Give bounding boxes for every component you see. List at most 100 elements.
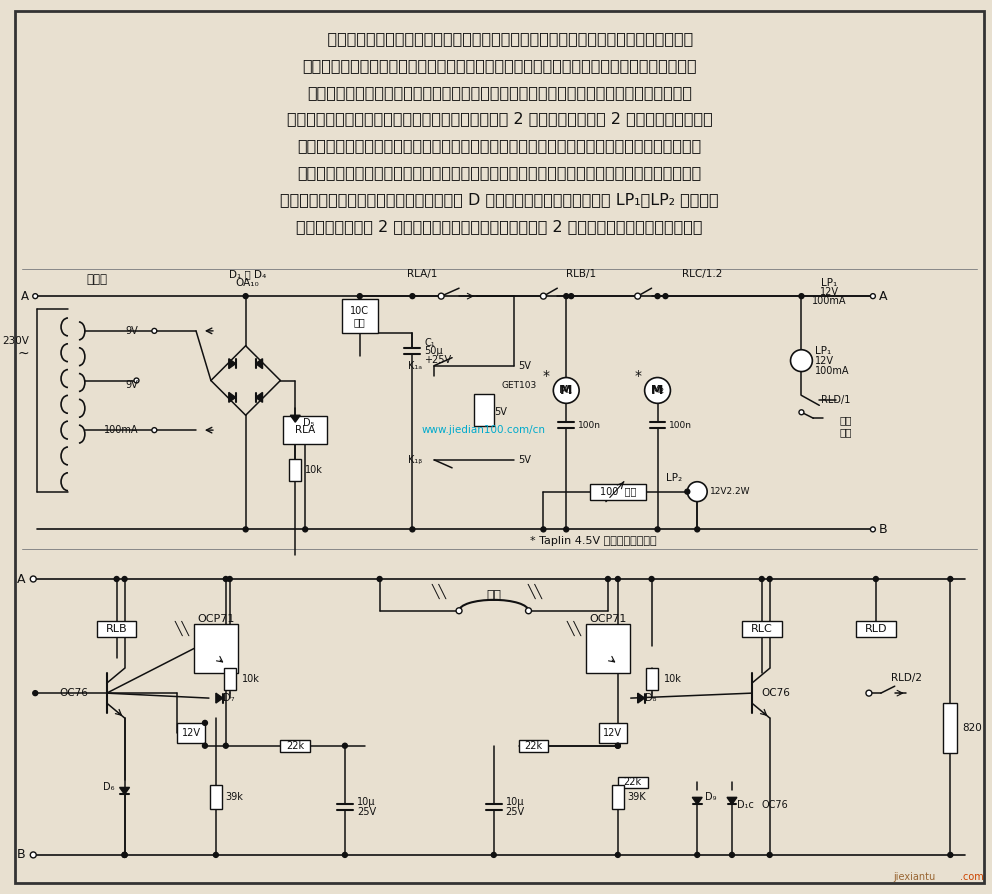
Polygon shape [692, 797, 702, 805]
Text: 9V: 9V [126, 381, 139, 391]
Circle shape [122, 577, 127, 581]
Circle shape [947, 577, 952, 581]
Circle shape [31, 852, 37, 858]
Text: 10k: 10k [664, 674, 682, 684]
Text: 230V: 230V [2, 336, 30, 346]
Text: 22k: 22k [287, 741, 305, 751]
Circle shape [649, 577, 654, 581]
Text: GET103: GET103 [502, 381, 537, 390]
Circle shape [357, 293, 362, 299]
Circle shape [202, 721, 207, 725]
Text: OCP71: OCP71 [197, 613, 234, 624]
Polygon shape [120, 788, 130, 795]
Text: A: A [879, 290, 888, 303]
Circle shape [687, 482, 707, 502]
Bar [290, 459, 302, 481]
Circle shape [122, 853, 127, 857]
Text: RLB/1: RLB/1 [566, 269, 596, 279]
Text: 25V: 25V [357, 807, 376, 817]
Text: 转，于是汽车往后退、拐弯、再沿新方向前进。如果车头的一边被碕了一下，另一侧的电动机就: 转，于是汽车往后退、拐弯、再沿新方向前进。如果车头的一边被碕了一下，另一侧的电动… [298, 139, 702, 154]
Bar [586, 624, 630, 673]
Text: RLB: RLB [106, 624, 127, 634]
Text: D₅: D₅ [304, 418, 314, 428]
Text: M₂: M₂ [651, 385, 665, 395]
Bar [618, 777, 648, 789]
Text: 100mA: 100mA [815, 366, 850, 375]
Text: 10k: 10k [306, 465, 323, 475]
Circle shape [870, 293, 875, 299]
Text: 充电器: 充电器 [86, 273, 107, 286]
Text: OC76: OC76 [762, 688, 791, 698]
Bar [599, 723, 627, 743]
Text: 25V: 25V [506, 807, 525, 817]
Circle shape [526, 608, 532, 614]
Circle shape [645, 377, 671, 403]
Text: 12V2.2W: 12V2.2W [710, 487, 751, 496]
Text: RLA: RLA [295, 426, 315, 435]
Circle shape [568, 293, 573, 299]
Circle shape [767, 853, 772, 857]
Text: 它一直铺到带插座的充电器那里。当继电器 D 发现电池电压太低时，它就使 LP₁，LP₂ 通电，照: 它一直铺到带插座的充电器那里。当继电器 D 发现电池电压太低时，它就使 LP₁，… [281, 192, 719, 207]
Circle shape [615, 577, 620, 581]
Circle shape [227, 577, 232, 581]
Text: 反方向旋转，于是汽车扭一下头，自动避开。为了使汽车能够自动充电，在地板上铺一条白带，: 反方向旋转，于是汽车扭一下头，自动避开。为了使汽车能够自动充电，在地板上铺一条白… [298, 165, 702, 180]
Bar [590, 484, 646, 500]
Text: OC76: OC76 [762, 800, 789, 810]
Text: RLD/2: RLD/2 [891, 673, 922, 683]
Circle shape [303, 527, 308, 532]
Text: 12V: 12V [603, 728, 622, 738]
Text: RLC/1.2: RLC/1.2 [682, 269, 722, 279]
Polygon shape [256, 392, 263, 402]
Text: 12V: 12V [819, 287, 838, 297]
Bar [612, 786, 624, 809]
Text: 10μ: 10μ [357, 797, 375, 807]
Circle shape [799, 293, 804, 299]
Polygon shape [727, 797, 737, 805]
Text: 探头: 探头 [839, 415, 852, 426]
Bar [178, 723, 205, 743]
Text: ╲╲: ╲╲ [175, 621, 189, 637]
Polygon shape [256, 358, 263, 368]
Text: D₉: D₉ [705, 792, 716, 802]
Text: D₇: D₇ [223, 693, 234, 703]
Bar [943, 703, 957, 753]
Bar [342, 299, 378, 333]
Circle shape [605, 577, 610, 581]
Text: RLC: RLC [751, 624, 773, 634]
Bar [97, 620, 137, 637]
Text: A: A [21, 290, 30, 303]
Text: 9V: 9V [126, 326, 139, 336]
Text: K₁ᵦ: K₁ᵦ [408, 455, 423, 465]
Circle shape [243, 293, 248, 299]
Circle shape [635, 293, 641, 299]
Text: 转、自动归位的车档。当车头碕到阔碍物时，车档的 2 个触点闭合，使得 2 个电动机都反方向旋: 转、自动归位的车档。当车头碕到阔碍物时，车档的 2 个触点闭合，使得 2 个电动… [287, 112, 712, 127]
Polygon shape [638, 693, 645, 703]
Text: D₁c: D₁c [737, 800, 754, 810]
Text: 12V: 12V [815, 356, 834, 366]
Circle shape [615, 743, 620, 748]
Circle shape [799, 409, 804, 415]
Text: 本电路能使电池供电的玩具汽车能够在房间里自动行进，撞到墙壁或障碍物能够自动后: 本电路能使电池供电的玩具汽车能够在房间里自动行进，撞到墙壁或障碍物能够自动后 [307, 31, 692, 46]
Bar [224, 669, 236, 690]
Text: 39K: 39K [628, 792, 647, 802]
Bar [284, 417, 327, 444]
Circle shape [223, 743, 228, 748]
Circle shape [213, 853, 218, 857]
Text: M₁: M₁ [559, 385, 573, 395]
Text: 100n: 100n [578, 421, 601, 430]
Bar [281, 739, 310, 752]
Circle shape [33, 691, 38, 696]
Circle shape [767, 577, 772, 581]
Text: 100  线性: 100 线性 [599, 486, 636, 497]
Text: 亮白带。汽车上的 2 个光晶体管此时就能找到白带，控制 2 个电动机，使汽车沿白带前进。: 亮白带。汽车上的 2 个光晶体管此时就能找到白带，控制 2 个电动机，使汽车沿白… [297, 219, 703, 233]
Circle shape [122, 853, 127, 857]
Text: 退，而且在电池需要重新充电时会自动回归到原位。每一个后轮由一个很小的齿轮传动式电动: 退，而且在电池需要重新充电时会自动回归到原位。每一个后轮由一个很小的齿轮传动式电… [303, 58, 697, 73]
Text: M: M [652, 384, 664, 397]
Circle shape [152, 427, 157, 433]
Text: A: A [17, 572, 26, 586]
Text: 820: 820 [962, 723, 982, 733]
Text: 10k: 10k [242, 674, 260, 684]
Text: ╲╲: ╲╲ [528, 583, 543, 598]
Text: D₆: D₆ [103, 782, 115, 792]
Circle shape [134, 378, 139, 383]
